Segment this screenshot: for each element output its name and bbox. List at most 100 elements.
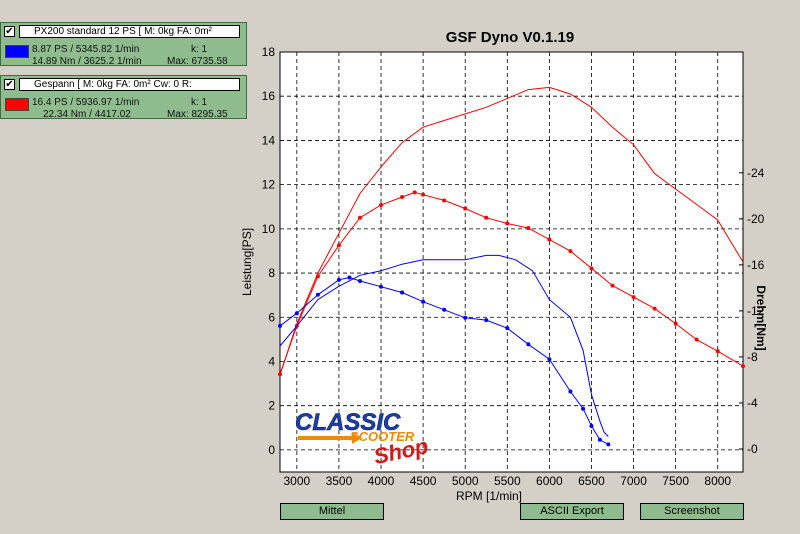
y-tick-label: 2 (268, 399, 275, 413)
series-point-1 (336, 243, 341, 248)
series-name-field[interactable]: Gespann [ M: 0kg FA: 0m² Cw: 0 R: (19, 78, 240, 91)
x-tick-label: 7500 (662, 474, 689, 488)
series-name-field[interactable]: PX200 standard 12 PS [ M: 0kg FA: 0m² (19, 25, 240, 38)
series-point-3 (597, 437, 602, 442)
series-point-3 (463, 315, 468, 320)
y2-tick-label: -8 (747, 350, 758, 364)
y2-tick-label: -0 (747, 442, 758, 456)
series-torque-readout: 22.34 Nm / 4417.02 (43, 109, 131, 120)
axis-ticks: 3000 3500 4000 4500 5000 5500 6000 6500 7000 7500… (262, 45, 765, 488)
series-point-1 (741, 364, 745, 369)
series-point-3 (581, 406, 586, 411)
series-point-3 (442, 307, 447, 312)
y2-tick-label: -24 (747, 166, 765, 180)
y-tick-label: 12 (262, 178, 276, 192)
series-point-3 (421, 299, 426, 304)
series-point-1 (379, 203, 384, 208)
y-tick-label: 0 (268, 443, 275, 457)
logo-line-classic: CLASSIC (295, 409, 401, 436)
series-point-1 (715, 349, 720, 354)
series-point-3 (589, 423, 594, 428)
x-axis-label: RPM [1/min] (456, 489, 522, 503)
series-point-1 (589, 266, 594, 271)
x-tick-label: 4500 (410, 474, 437, 488)
y-tick-label: 16 (262, 89, 276, 103)
grid-lines (280, 51, 743, 472)
x-tick-label: 3000 (283, 474, 310, 488)
series-point-3 (294, 311, 299, 316)
series-point-1 (568, 249, 573, 254)
series-power-readout: 16.4 PS / 5936.97 1/min (32, 97, 140, 108)
plot-area (279, 51, 744, 473)
classic-scooter-shop-logo: CLASSIC SCOOTER Shop (295, 409, 431, 469)
series-point-3 (484, 318, 489, 323)
mittel-button[interactable]: Mittel (280, 503, 384, 520)
series-point-1 (400, 194, 405, 199)
series-point-1 (547, 237, 552, 242)
y2-tick-label: -20 (747, 212, 765, 226)
series-point-1 (694, 337, 699, 342)
series-point-1 (421, 192, 426, 197)
x-tick-label: 7000 (620, 474, 647, 488)
series-point-1 (526, 226, 531, 231)
series-point-3 (547, 357, 552, 362)
series-point-3 (400, 290, 405, 295)
series-torque-readout: 14.89 Nm / 3625.2 1/min (32, 56, 142, 67)
logo-arrow (298, 432, 362, 444)
series-point-3 (606, 442, 611, 447)
series-point-3 (315, 292, 320, 297)
series-point-1 (357, 215, 362, 220)
series-line-2 (279, 254, 609, 437)
series-color-swatch[interactable] (5, 98, 29, 111)
legend-entry-gespann[interactable]: ✔ Gespann [ M: 0kg FA: 0m² Cw: 0 R: 16.4… (0, 75, 247, 120)
x-tick-label: 5000 (452, 474, 479, 488)
series-point-3 (347, 275, 352, 280)
series-point-3 (379, 284, 384, 289)
x-tick-label: 5500 (494, 474, 521, 488)
y-tick-label: 14 (262, 133, 276, 147)
series-max-rpm: Max: 6735.58 (167, 56, 228, 67)
legend-entry-px200[interactable]: ✔ PX200 standard 12 PS [ M: 0kg FA: 0m² … (0, 22, 247, 67)
series-point-3 (505, 326, 510, 331)
y2-axis-label: Drehm[Nm] (754, 285, 768, 350)
series-point-3 (568, 389, 573, 394)
series-point-3 (526, 342, 531, 347)
series-point-1 (631, 295, 636, 300)
y2-tick-label: -4 (747, 396, 758, 410)
series-visibility-checkbox[interactable]: ✔ (4, 79, 15, 90)
series-color-swatch[interactable] (5, 45, 29, 58)
x-tick-label: 4000 (368, 474, 395, 488)
series-point-1 (652, 306, 657, 311)
screenshot-button[interactable]: Screenshot (640, 503, 744, 520)
y-tick-label: 10 (262, 222, 276, 236)
series-k-factor: k: 1 (191, 97, 208, 108)
chart-title: GSF Dyno V0.1.19 (446, 29, 574, 46)
y-tick-label: 8 (268, 266, 275, 280)
series-point-1 (610, 283, 615, 288)
ascii-export-button[interactable]: ASCII Export (520, 503, 624, 520)
series-point-1 (442, 198, 447, 203)
series-point-1 (463, 206, 468, 211)
x-tick-label: 6000 (536, 474, 563, 488)
series-power-readout: 8.87 PS / 5345.82 1/min (32, 44, 140, 55)
x-tick-label: 6500 (578, 474, 605, 488)
series-visibility-checkbox[interactable]: ✔ (4, 26, 15, 37)
series-point-1 (673, 321, 678, 326)
y-tick-label: 6 (268, 310, 275, 324)
data-series (278, 86, 745, 447)
y2-tick-label: -16 (747, 258, 765, 272)
series-point-3 (357, 278, 362, 283)
series-point-3 (336, 277, 341, 282)
logo-line-scooter: SCOOTER (350, 429, 415, 444)
series-point-1 (484, 215, 489, 220)
series-point-1 (315, 274, 320, 279)
series-max-rpm: Max: 8295.35 (167, 109, 228, 120)
series-point-3 (278, 323, 282, 328)
series-point-1 (278, 372, 282, 377)
series-line-1 (279, 191, 744, 375)
y-axis-label: Leistung[PS] (240, 228, 254, 296)
x-tick-label: 8000 (704, 474, 731, 488)
series-k-factor: k: 1 (191, 44, 208, 55)
y2-tick-label: -12 (747, 304, 765, 318)
